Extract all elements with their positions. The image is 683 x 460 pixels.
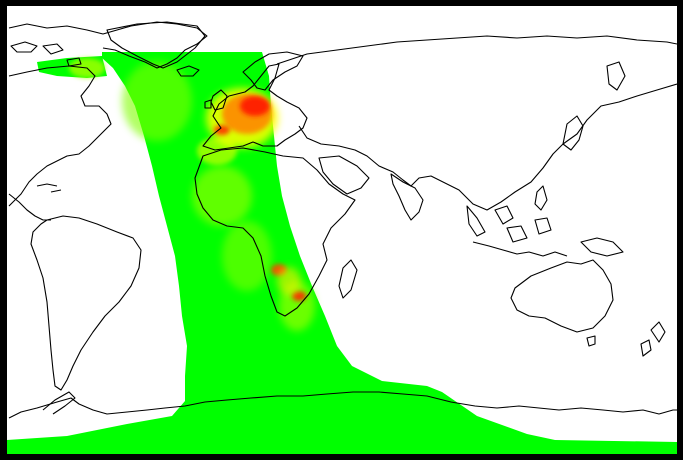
- coast-scandinavia: [242, 51, 304, 91]
- coast-antarctica: [8, 391, 677, 419]
- coast-caribbean: [36, 183, 62, 193]
- coast-japan: [562, 115, 584, 151]
- heat-europe-red-1: [240, 96, 270, 116]
- swath-southpole: [7, 442, 677, 454]
- coast-india: [390, 173, 424, 221]
- coast-british-isles: [204, 89, 228, 111]
- heat-europe-red-2: [214, 125, 230, 135]
- coast-australia: [510, 259, 614, 333]
- coast-central-america: [8, 193, 51, 221]
- heat-africa-yellow: [277, 267, 301, 295]
- coast-kamchatka: [606, 61, 626, 91]
- heat-yellowgreen-2: [192, 166, 252, 226]
- coast-southeast-asia: [466, 205, 514, 237]
- satellite-swath: [7, 52, 677, 454]
- coast-canada-islands: [10, 41, 82, 67]
- coast-tasmania: [586, 335, 596, 347]
- heat-overlay: [69, 58, 315, 331]
- coast-arabia: [318, 155, 370, 195]
- coast-greenland: [106, 21, 206, 69]
- coast-asia: [276, 35, 677, 211]
- heat-yellowgreen-3: [222, 221, 272, 291]
- map-canvas: [7, 21, 677, 454]
- swath-fill: [7, 52, 677, 454]
- coast-europe: [202, 63, 308, 151]
- world-map: [7, 6, 677, 454]
- heat-africa-orange-2: [292, 291, 306, 301]
- coast-indonesia: [472, 217, 568, 257]
- coast-madagascar: [338, 259, 358, 299]
- heat-yellowgreen-1: [122, 61, 192, 141]
- coastlines: [8, 21, 677, 419]
- coast-south-america: [30, 215, 142, 391]
- coast-new-guinea: [580, 237, 624, 257]
- coast-philippines: [534, 185, 548, 211]
- coast-new-zealand: [640, 321, 666, 357]
- coast-africa: [194, 147, 356, 317]
- coast-iceland: [176, 65, 200, 77]
- coast-antarctic-peninsula: [42, 391, 76, 415]
- coast-north-america: [8, 65, 112, 207]
- coast-arctic: [8, 21, 208, 69]
